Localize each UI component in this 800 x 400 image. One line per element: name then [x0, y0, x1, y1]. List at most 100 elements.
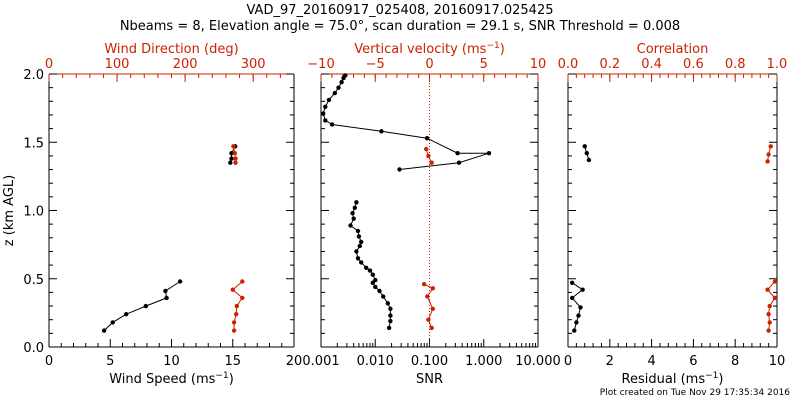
x-tick-label: 0.100: [411, 354, 448, 369]
data-point-top: [772, 295, 778, 301]
data-point-bottom: [354, 249, 359, 254]
data-point-bottom: [584, 151, 589, 156]
data-point-top: [231, 320, 237, 325]
data-point-bottom: [229, 156, 234, 161]
data-point-top: [425, 294, 430, 299]
data-point-top: [766, 152, 771, 157]
top-tick-label: 100: [105, 57, 130, 72]
data-point-bottom: [486, 151, 492, 156]
panel-snr: 0.001 0.010 0.100 1.000 10.000 SNR −10 −5 0 5 10 Ve…: [302, 41, 560, 387]
x-tick-label: 4: [647, 354, 655, 369]
data-point-bottom: [586, 157, 592, 163]
data-point-bottom: [388, 313, 393, 318]
data-point-bottom: [578, 305, 583, 310]
data-point-bottom: [455, 151, 460, 156]
data-point-bottom: [101, 328, 107, 333]
plot-created-note: Plot created on Tue Nov 29 17:35:34 2016: [600, 388, 790, 398]
data-point-bottom: [570, 295, 575, 301]
x-tick-label: 5: [106, 354, 114, 369]
data-point-top: [231, 144, 236, 149]
data-point-top: [231, 328, 237, 333]
data-point-top: [421, 282, 427, 287]
data-point-top: [430, 286, 435, 291]
data-point-bottom: [355, 256, 361, 261]
data-point-bottom: [163, 288, 168, 294]
data-point-bottom: [388, 306, 393, 311]
data-point-bottom: [381, 294, 386, 299]
data-point-bottom: [582, 144, 587, 149]
x-tick-label: 8: [731, 354, 739, 369]
data-point-top: [233, 156, 238, 161]
data-point-bottom: [373, 284, 378, 290]
data-point-bottom: [321, 111, 326, 116]
data-point-bottom: [323, 104, 328, 110]
data-point-bottom: [397, 167, 402, 172]
data-point-top: [768, 144, 773, 149]
data-point-top: [230, 287, 235, 292]
data-point-top: [426, 153, 431, 159]
data-point-bottom: [370, 272, 375, 277]
x-tick-label: 0: [45, 354, 53, 369]
top-tick-label: 300: [241, 57, 266, 72]
top-tick-label: 10: [530, 57, 547, 72]
data-point-bottom: [348, 223, 353, 228]
top-tick-label: 0.6: [683, 57, 704, 72]
data-point-top: [424, 146, 429, 152]
data-point-top: [430, 306, 435, 311]
data-point-bottom: [576, 313, 581, 318]
top-tick-label: −5: [366, 57, 385, 72]
panel-wind: 0.0 0.5 1.0 1.5 2.0 z (km AGL) 0 5 10 15 20 Wind Sp…: [2, 42, 302, 387]
x-tick-label: 10.000: [515, 354, 561, 369]
x-tick-label: 6: [689, 354, 697, 369]
x-tick-label: 10: [163, 354, 180, 369]
data-point-bottom: [350, 211, 355, 216]
data-point-bottom: [352, 205, 357, 210]
data-point-bottom: [356, 234, 362, 239]
data-point-top: [429, 325, 434, 331]
x-axis-label: Residual (ms−1): [622, 371, 724, 387]
data-point-top: [426, 317, 431, 322]
data-point-bottom: [341, 75, 346, 81]
series-line-bottom: [349, 202, 391, 328]
data-point-bottom: [385, 301, 390, 306]
x-tick-label: 15: [224, 354, 241, 369]
x-tick-label: 2: [606, 354, 614, 369]
data-point-bottom: [339, 80, 344, 85]
data-point-bottom: [357, 243, 362, 249]
top-axis-label: Correlation: [637, 42, 709, 57]
data-point-bottom: [367, 268, 373, 273]
top-tick-label: 1.0: [767, 57, 788, 72]
data-point-top: [765, 287, 770, 292]
data-point-bottom: [364, 265, 369, 270]
data-point-bottom: [332, 90, 337, 96]
data-point-top: [234, 303, 239, 309]
x-axis-label: SNR: [416, 372, 443, 387]
figure-title: VAD_97_20160917_025408, 20160917.025425: [247, 3, 554, 18]
data-point-top: [766, 312, 771, 317]
data-point-bottom: [370, 280, 375, 285]
y-tick-label: 1.0: [23, 205, 44, 220]
top-tick-label: 0.0: [558, 57, 579, 72]
data-point-bottom: [329, 122, 335, 127]
data-point-bottom: [377, 288, 382, 294]
data-point-top: [233, 160, 238, 165]
data-point-bottom: [570, 280, 575, 285]
top-tick-label: 0.8: [725, 57, 746, 72]
data-point-top: [234, 312, 239, 317]
panel-residual: 0 2 4 6 8 10 Residual (ms−1) 0.0 0.2 0.4 0.6 0.8 1.0…: [558, 42, 788, 387]
top-tick-label: −10: [307, 57, 334, 72]
data-point-top: [429, 160, 434, 165]
top-tick-label: 5: [480, 57, 488, 72]
top-axis-label: Wind Direction (deg): [104, 42, 238, 57]
data-point-bottom: [388, 318, 393, 324]
data-point-bottom: [323, 118, 328, 123]
top-tick-label: 200: [173, 57, 198, 72]
data-point-bottom: [110, 320, 115, 325]
data-point-bottom: [572, 328, 577, 333]
data-point-bottom: [354, 200, 359, 205]
data-point-bottom: [351, 216, 356, 221]
data-point-top: [765, 159, 770, 164]
y-tick-label: 1.5: [23, 136, 44, 151]
